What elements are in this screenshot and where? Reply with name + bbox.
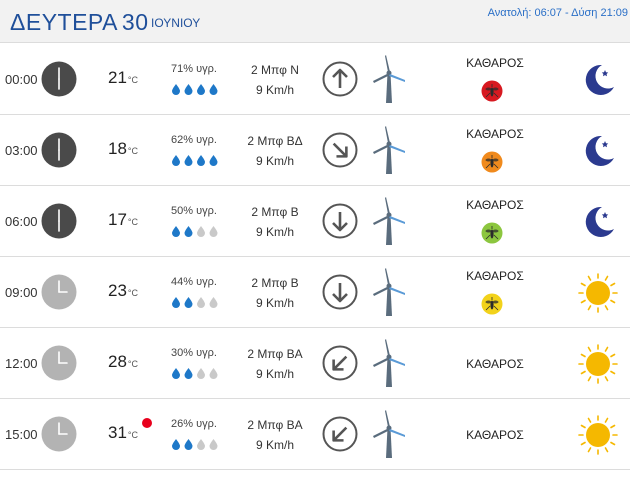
mosquito-icon bbox=[481, 80, 503, 102]
moon-icon bbox=[578, 60, 618, 100]
forecast-time: 00:00 bbox=[5, 72, 38, 87]
forecast-time: 09:00 bbox=[5, 285, 38, 300]
forecast-time: 03:00 bbox=[5, 143, 38, 158]
mosquito-icon bbox=[481, 222, 503, 244]
wind-turbine-icon bbox=[371, 124, 407, 176]
forecast-row: 12:00 28°C 30% υγρ. 2 Μπφ ΒΑ 9 Km/h ΚΑΘΑΡΟΣ bbox=[0, 328, 630, 399]
month-label: ΙΟΥΝΙΟΥ bbox=[151, 16, 201, 30]
down-left-arrow-icon bbox=[322, 416, 358, 452]
clock-icon bbox=[41, 274, 77, 310]
humidity-drops-icon bbox=[171, 437, 221, 450]
wind-beaufort: 2 Μπφ ΒΑ bbox=[247, 347, 303, 361]
humidity-drops-icon bbox=[171, 153, 221, 166]
humidity-label: 26% υγρ. bbox=[171, 418, 217, 430]
forecast-row: 00:00 21°C 71% υγρ. 2 Μπφ Ν 9 Km/h ΚΑΘΑΡΟΣ bbox=[0, 44, 630, 115]
wind-beaufort: 2 Μπφ ΒΔ bbox=[247, 134, 303, 148]
wind-speed: 9 Km/h bbox=[255, 296, 294, 310]
sun-icon bbox=[578, 415, 618, 455]
clock-icon bbox=[41, 203, 77, 239]
humidity-label: 62% υγρ. bbox=[171, 134, 217, 146]
wind-turbine-icon bbox=[371, 195, 407, 247]
wind-speed: 9 Km/h bbox=[255, 438, 294, 452]
moon-icon bbox=[578, 131, 618, 171]
humidity-label: 71% υγρ. bbox=[171, 63, 217, 75]
sunrise-sunset-info: Ανατολή: 06:07 - Δύση 21:09 bbox=[487, 7, 628, 19]
sky-condition: ΚΑΘΑΡΟΣ bbox=[466, 56, 524, 70]
clock-icon bbox=[41, 345, 77, 381]
wind-beaufort: 2 Μπφ Ν bbox=[251, 63, 299, 77]
temperature: 18°C bbox=[108, 139, 139, 158]
wind-beaufort: 2 Μπφ Β bbox=[251, 205, 299, 219]
mosquito-icon bbox=[481, 293, 503, 315]
temperature: 31°C bbox=[108, 423, 139, 442]
sky-condition: ΚΑΘΑΡΟΣ bbox=[466, 198, 524, 212]
sky-condition: ΚΑΘΑΡΟΣ bbox=[466, 428, 524, 442]
wind-turbine-icon bbox=[371, 408, 407, 460]
wind-speed: 9 Km/h bbox=[255, 154, 294, 168]
day-header: ΔΕΥΤΕΡΑ 30 ΙΟΥΝΙΟΥ Ανατολή: 06:07 - Δύση … bbox=[0, 0, 630, 43]
forecast-row: 06:00 17°C 50% υγρ. 2 Μπφ Β 9 Km/h ΚΑΘΑΡΟΣ bbox=[0, 186, 630, 257]
sun-icon bbox=[578, 344, 618, 384]
temperature: 21°C bbox=[108, 68, 139, 87]
forecast-time: 15:00 bbox=[5, 427, 38, 442]
forecast-row: 03:00 18°C 62% υγρ. 2 Μπφ ΒΔ 9 Km/h ΚΑΘΑΡΟΣ bbox=[0, 115, 630, 186]
humidity-drops-icon bbox=[171, 366, 221, 379]
wind-speed: 9 Km/h bbox=[255, 83, 294, 97]
humidity-label: 30% υγρ. bbox=[171, 347, 217, 359]
humidity-label: 44% υγρ. bbox=[171, 276, 217, 288]
humidity-label: 50% υγρ. bbox=[171, 205, 217, 217]
day-title: ΔΕΥΤΕΡΑ 30 bbox=[10, 9, 149, 35]
wind-beaufort: 2 Μπφ Β bbox=[251, 276, 299, 290]
forecast-time: 06:00 bbox=[5, 214, 38, 229]
moon-icon bbox=[578, 202, 618, 242]
up-arrow-icon bbox=[322, 61, 358, 97]
wind-turbine-icon bbox=[371, 266, 407, 318]
alert-indicator-icon bbox=[142, 418, 152, 428]
down-arrow-icon bbox=[322, 274, 358, 310]
wind-turbine-icon bbox=[371, 337, 407, 389]
wind-turbine-icon bbox=[371, 53, 407, 105]
sky-condition: ΚΑΘΑΡΟΣ bbox=[466, 357, 524, 371]
sky-condition: ΚΑΘΑΡΟΣ bbox=[466, 127, 524, 141]
wind-beaufort: 2 Μπφ ΒΑ bbox=[247, 418, 303, 432]
down-left-arrow-icon bbox=[322, 345, 358, 381]
down-arrow-icon bbox=[322, 203, 358, 239]
forecast-row: 09:00 23°C 44% υγρ. 2 Μπφ Β 9 Km/h ΚΑΘΑΡΟΣ bbox=[0, 257, 630, 328]
temperature: 17°C bbox=[108, 210, 139, 229]
forecast-row: 15:00 31°C 26% υγρ. 2 Μπφ ΒΑ 9 Km/h ΚΑΘΑΡΟΣ bbox=[0, 399, 630, 470]
humidity-drops-icon bbox=[171, 224, 221, 237]
clock-icon bbox=[41, 416, 77, 452]
sky-condition: ΚΑΘΑΡΟΣ bbox=[466, 269, 524, 283]
temperature: 28°C bbox=[108, 352, 139, 371]
mosquito-icon bbox=[481, 151, 503, 173]
clock-icon bbox=[41, 132, 77, 168]
humidity-drops-icon bbox=[171, 295, 221, 308]
sun-icon bbox=[578, 273, 618, 313]
clock-icon bbox=[41, 61, 77, 97]
down-right-arrow-icon bbox=[322, 132, 358, 168]
temperature: 23°C bbox=[108, 281, 139, 300]
humidity-drops-icon bbox=[171, 82, 221, 95]
forecast-time: 12:00 bbox=[5, 356, 38, 371]
wind-speed: 9 Km/h bbox=[255, 367, 294, 381]
wind-speed: 9 Km/h bbox=[255, 225, 294, 239]
